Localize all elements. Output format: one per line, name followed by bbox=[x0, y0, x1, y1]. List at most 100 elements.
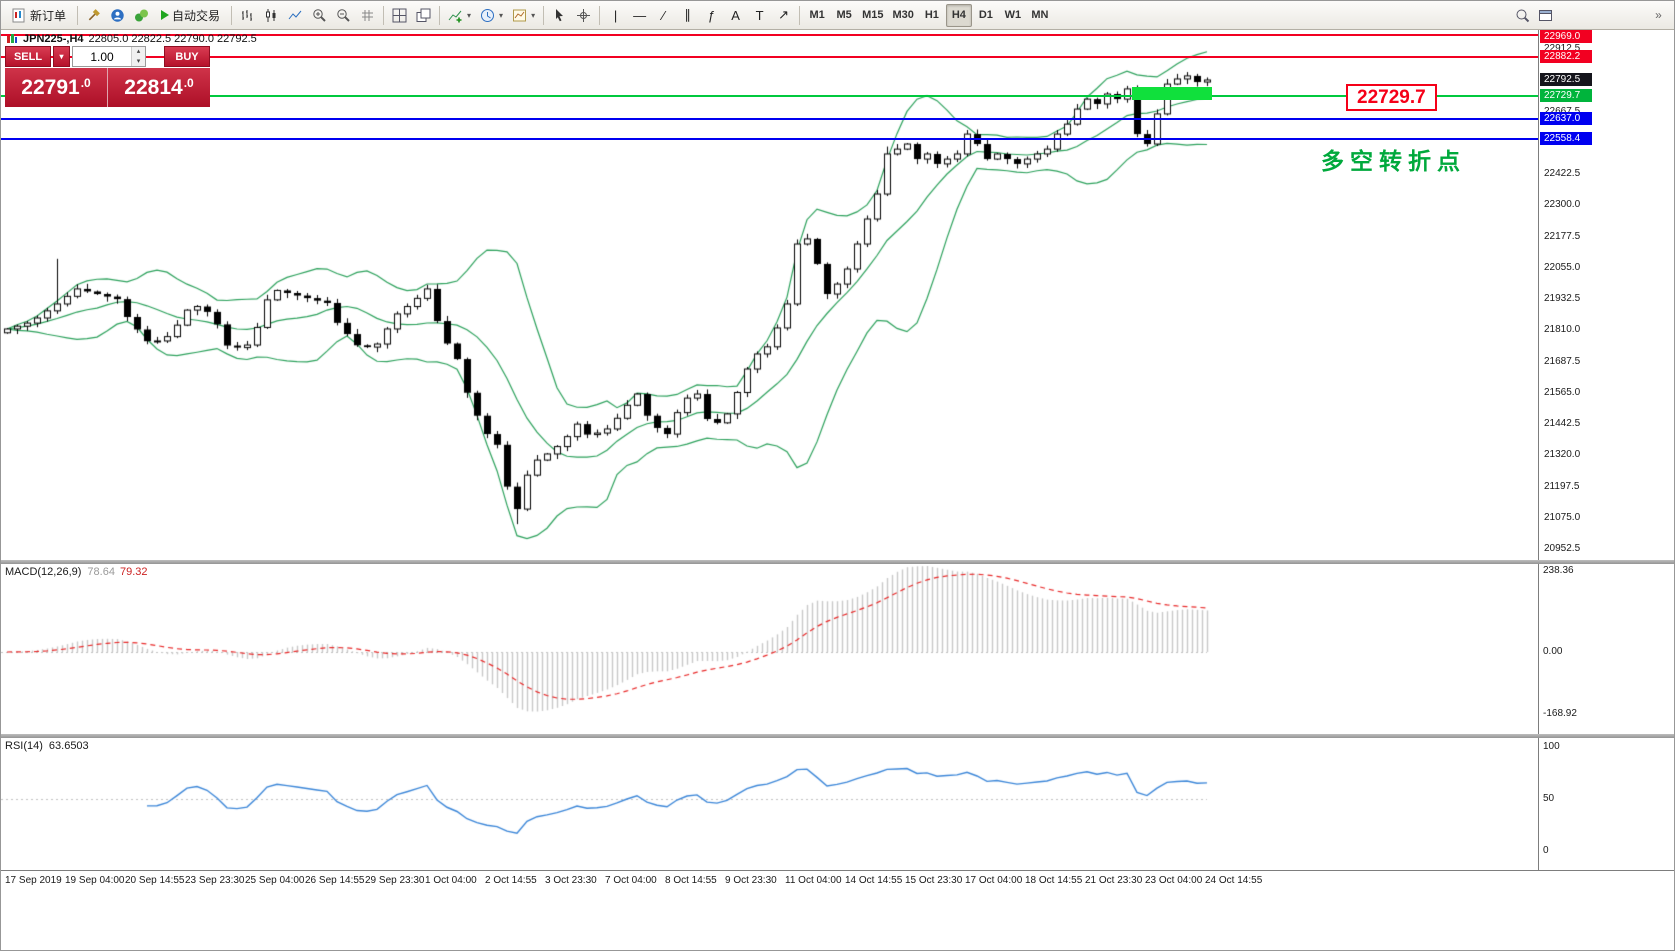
panel-separator[interactable] bbox=[1, 560, 1674, 564]
symbol-name: JPN225-,H4 bbox=[23, 33, 84, 45]
timeframe-m1[interactable]: M1 bbox=[804, 4, 830, 27]
timeframe-w1[interactable]: W1 bbox=[1000, 4, 1026, 27]
price-axis[interactable]: 22912.5 22667.5 22422.5 22300.0 22177.5 22055… bbox=[1539, 30, 1674, 560]
text-tool[interactable]: A bbox=[724, 4, 747, 27]
drawing-tools-group: | — ∕ ∥ ƒ A T ↗ bbox=[604, 4, 795, 27]
timeframe-m15[interactable]: M15 bbox=[858, 4, 887, 27]
cascade-windows-button[interactable] bbox=[412, 4, 435, 27]
new-window-button[interactable] bbox=[1534, 4, 1557, 27]
periods-button[interactable]: ▾ bbox=[476, 4, 507, 27]
tile-windows-icon bbox=[392, 8, 407, 22]
profile-button[interactable] bbox=[106, 4, 129, 27]
vertical-line-tool[interactable]: | bbox=[604, 4, 627, 27]
new-order-button[interactable]: 新订单 bbox=[5, 4, 73, 27]
support-line-blue-1[interactable] bbox=[1, 118, 1538, 121]
label-tool[interactable]: T bbox=[748, 4, 771, 27]
line-chart-icon bbox=[288, 10, 302, 19]
rsi-name: RSI(14) bbox=[5, 740, 43, 752]
indicators-button[interactable]: ▾ bbox=[444, 4, 475, 27]
cursor-tool-button[interactable] bbox=[548, 4, 571, 27]
timeframe-m30[interactable]: M30 bbox=[888, 4, 917, 27]
arrows-tool[interactable]: ↗ bbox=[772, 4, 795, 27]
resistance-line-2[interactable] bbox=[1, 55, 1538, 58]
time-axis-label: 14 Oct 14:55 bbox=[845, 875, 903, 886]
support-line-blue-2[interactable] bbox=[1, 138, 1538, 141]
zoom-in-button[interactable] bbox=[308, 4, 331, 27]
chart-pane bbox=[1, 30, 1538, 560]
resistance-line-1[interactable] bbox=[1, 33, 1538, 36]
time-axis-label: 11 Oct 04:00 bbox=[785, 875, 842, 886]
rsi-value: 63.6503 bbox=[48, 740, 89, 752]
volume-dropdown-button[interactable]: ▾ bbox=[53, 46, 70, 67]
volume-increase-button[interactable]: ▴ bbox=[132, 47, 145, 57]
price-axis-label: 21687.5 bbox=[1544, 355, 1581, 367]
panel-separator[interactable] bbox=[1, 734, 1674, 738]
profile-icon bbox=[111, 8, 124, 22]
algo-trading-button[interactable]: 自动交易 bbox=[154, 4, 227, 27]
crosshair-tool-button[interactable] bbox=[572, 4, 595, 27]
fibonacci-tool[interactable]: ƒ bbox=[700, 4, 723, 27]
crosshair-icon bbox=[577, 8, 591, 22]
chevron-down-icon: ▾ bbox=[499, 10, 504, 20]
metaeditor-button[interactable] bbox=[82, 4, 105, 27]
play-icon bbox=[161, 10, 170, 20]
tile-windows-button[interactable] bbox=[388, 4, 411, 27]
chevron-down-icon: ▾ bbox=[531, 10, 536, 20]
time-axis-label: 17 Sep 2019 bbox=[5, 875, 62, 886]
sell-price-fraction: .0 bbox=[80, 76, 91, 90]
toolbar: 新订单 自动交易 bbox=[1, 1, 1674, 30]
sell-price-display[interactable]: 22791 .0 bbox=[5, 68, 108, 107]
volume-input[interactable] bbox=[73, 47, 131, 66]
timeframe-mn[interactable]: MN bbox=[1027, 4, 1053, 27]
chevron-down-icon: ▾ bbox=[59, 52, 64, 61]
grid-icon bbox=[362, 9, 374, 21]
grid-toggle-button[interactable] bbox=[356, 4, 379, 27]
sell-price-value: 22791 bbox=[21, 75, 80, 99]
search-button[interactable] bbox=[1511, 4, 1534, 27]
new-order-label: 新订单 bbox=[30, 8, 67, 23]
sell-button[interactable]: SELL bbox=[5, 46, 51, 67]
time-axis-label: 2 Oct 14:55 bbox=[485, 875, 537, 886]
price-annotation-box[interactable]: 22729.7 bbox=[1346, 84, 1437, 111]
market-watch-button[interactable] bbox=[130, 4, 153, 27]
time-axis-label: 8 Oct 14:55 bbox=[665, 875, 717, 886]
rsi-canvas[interactable] bbox=[1, 738, 1538, 870]
buy-price-display[interactable]: 22814 .0 bbox=[108, 68, 210, 107]
templates-button[interactable]: ▾ bbox=[508, 4, 539, 27]
chart-note-text[interactable]: 多空转折点 bbox=[1321, 148, 1466, 174]
symbol-info: JPN225-,H4 22805.0 22822.5 22790.0 22792… bbox=[6, 33, 257, 45]
trade-panel-prices: 22791 .0 22814 .0 bbox=[5, 68, 210, 107]
price-axis-label: 21442.5 bbox=[1544, 418, 1581, 429]
time-axis[interactable]: 17 Sep 2019 19 Sep 04:00 20 Sep 14:55 23 Se… bbox=[1, 870, 1674, 903]
macd-canvas[interactable] bbox=[1, 564, 1538, 734]
timeframe-m5[interactable]: M5 bbox=[831, 4, 857, 27]
volume-decrease-button[interactable]: ▾ bbox=[132, 56, 145, 66]
main-chart-area: JPN225-,H4 22805.0 22822.5 22790.0 22792… bbox=[1, 30, 1674, 560]
toolbar-overflow-button[interactable]: » bbox=[1647, 4, 1670, 27]
zoom-in-icon bbox=[313, 8, 326, 22]
time-axis-label: 26 Sep 14:55 bbox=[305, 875, 365, 886]
line-chart-mode-button[interactable] bbox=[284, 4, 307, 27]
horizontal-line-tool[interactable]: — bbox=[628, 4, 651, 27]
candlestick-mode-button[interactable] bbox=[260, 4, 283, 27]
buy-button[interactable]: BUY bbox=[164, 46, 210, 67]
bar-chart-mode-button[interactable] bbox=[236, 4, 259, 27]
timeframe-h1[interactable]: H1 bbox=[919, 4, 945, 27]
timeframe-h4[interactable]: H4 bbox=[945, 3, 972, 27]
timeframe-d1[interactable]: D1 bbox=[973, 4, 999, 27]
price-tag: 22637.0 bbox=[1540, 112, 1592, 126]
pivot-line-green[interactable] bbox=[1, 94, 1538, 97]
green-circles-icon bbox=[135, 9, 149, 21]
channel-tool[interactable]: ∥ bbox=[676, 4, 699, 27]
trendline-tool[interactable]: ∕ bbox=[652, 4, 675, 27]
price-axis-label: 22912.5 bbox=[1544, 43, 1581, 54]
time-axis-label: 21 Oct 23:30 bbox=[1085, 875, 1143, 886]
zoom-out-icon bbox=[337, 8, 350, 22]
search-icon bbox=[1516, 9, 1530, 22]
trade-panel-controls: SELL ▾ ▴ ▾ BUY bbox=[5, 46, 210, 67]
macd-label: MACD(12,26,9) 78.64 79.32 bbox=[5, 566, 147, 578]
highlight-zone[interactable] bbox=[1132, 87, 1212, 101]
zoom-out-button[interactable] bbox=[332, 4, 355, 27]
overflow-chevrons-icon: » bbox=[1655, 8, 1662, 22]
